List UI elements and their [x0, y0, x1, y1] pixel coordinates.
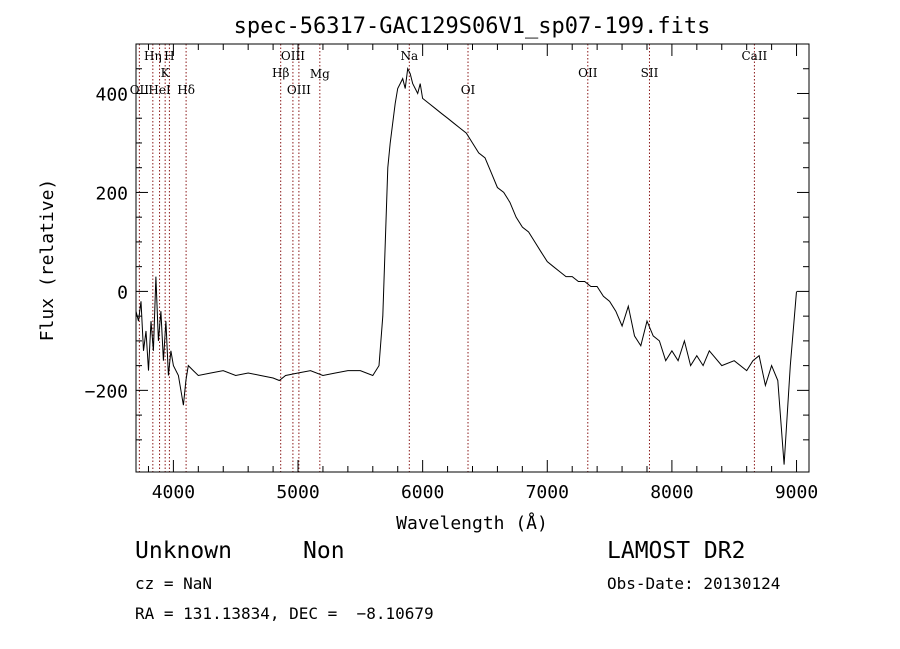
line-marker-label: HeI [148, 83, 171, 97]
line-markers [138, 44, 755, 472]
line-marker-label: CaII [741, 49, 767, 63]
obs-date: Obs-Date: 20130124 [607, 574, 781, 593]
y-tick-label: 400 [95, 84, 128, 105]
spectral-subclass: Non [303, 538, 345, 564]
y-tick-label: −200 [85, 381, 128, 402]
line-marker-label: OI [461, 83, 476, 97]
spectral-class: Unknown [135, 538, 232, 564]
plot-frame [135, 43, 810, 473]
line-marker-label: Hβ [272, 66, 289, 80]
x-tick-label: 4000 [152, 482, 195, 503]
line-marker-label: Mg [310, 67, 330, 81]
line-marker-label: K [161, 66, 171, 80]
line-marker-label: SII [641, 66, 659, 80]
x-tick-label: 6000 [401, 482, 444, 503]
x-tick-label: 5000 [276, 482, 319, 503]
line-marker-labels: OII Hη HK HeI Hδ OIII Hβ OIII Mg Na OI OII SII CaII [130, 49, 768, 97]
y-axis: −200 0 200 400 [85, 43, 809, 441]
line-marker-label: OIII [287, 83, 311, 97]
x-tick-label: 9000 [775, 482, 818, 503]
line-marker-label: Na [400, 49, 418, 63]
x-axis: 4000 5000 6000 7000 8000 9000 [147, 44, 818, 503]
ra-dec: RA = 131.13834, DEC = −8.10679 [135, 604, 434, 623]
line-marker-label: Hη [144, 49, 162, 63]
y-axis-label: Flux (relative) [37, 179, 58, 342]
x-tick-label: 8000 [650, 482, 693, 503]
line-marker-label: OIII [281, 49, 305, 63]
y-tick-label: 0 [117, 282, 128, 303]
y-tick-label: 200 [95, 183, 128, 204]
x-axis-label: Wavelength (Å) [396, 512, 548, 534]
line-marker-label: OII [130, 83, 150, 97]
line-marker-label: Hδ [177, 83, 195, 97]
line-marker-label: H [164, 49, 174, 63]
redshift-cz: cz = NaN [135, 574, 213, 593]
spectrum-line [135, 67, 797, 465]
line-marker-label: OII [578, 66, 598, 80]
chart-title: spec-56317-GAC129S06V1_sp07-199.fits [234, 14, 711, 39]
survey-name: LAMOST DR2 [607, 538, 746, 564]
x-tick-label: 7000 [526, 482, 569, 503]
